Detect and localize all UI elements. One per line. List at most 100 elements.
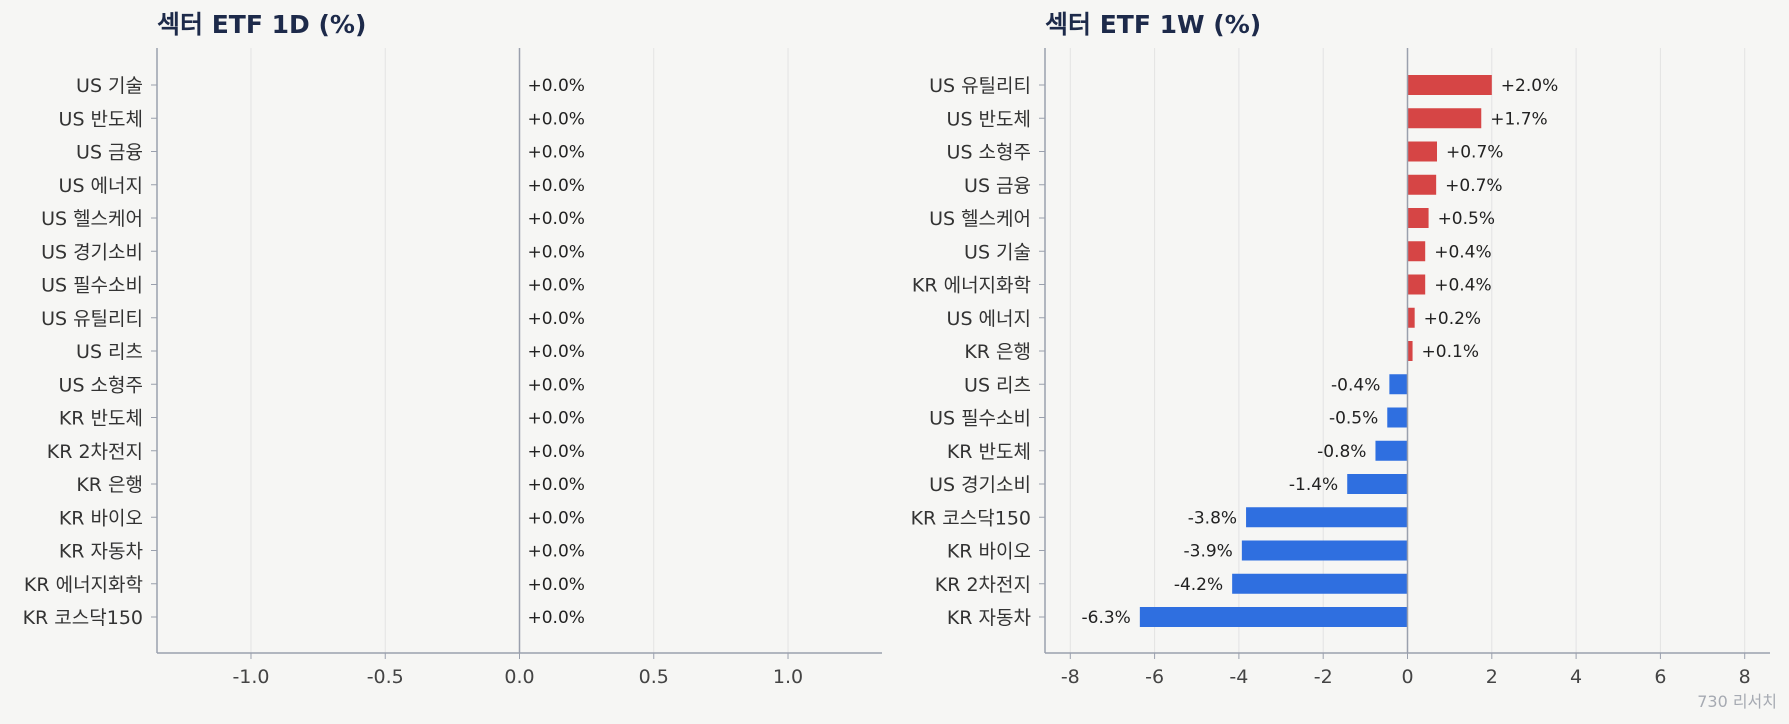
- chart2-bar: [1407, 174, 1437, 195]
- chart2-data-label: +0.7%: [1445, 176, 1502, 196]
- chart2-data-label: +0.2%: [1424, 309, 1481, 329]
- chart2-bar: [1387, 407, 1408, 428]
- chart1-data-label: +0.0%: [528, 209, 585, 229]
- chart2-bar: [1389, 374, 1408, 395]
- chart2-bar: [1241, 540, 1408, 561]
- chart2-data-label: +0.4%: [1434, 276, 1491, 296]
- chart1-category-label: US 소형주: [59, 374, 143, 396]
- chart1-data-label: +0.0%: [528, 475, 585, 495]
- chart2-x-tick-label: 2: [1486, 666, 1498, 688]
- chart1-data-label: +0.0%: [528, 375, 585, 395]
- chart1-category-label: US 필수소비: [41, 275, 143, 297]
- chart2-bar: [1139, 607, 1408, 627]
- chart1-data-label: +0.0%: [528, 508, 585, 528]
- chart2-data-label: -0.8%: [1317, 442, 1366, 462]
- chart2-bar: [1407, 108, 1482, 129]
- chart1-category-label: KR 은행: [76, 474, 143, 496]
- chart1-category-label: US 금융: [76, 142, 143, 164]
- chart2-category-label: US 경기소비: [929, 474, 1031, 496]
- chart2-bar: [1232, 573, 1408, 594]
- chart2-data-label: +0.1%: [1422, 342, 1479, 362]
- chart1-data-label: +0.0%: [528, 409, 585, 429]
- chart2-bar: [1407, 341, 1413, 361]
- chart1-category-label: US 기술: [76, 75, 143, 97]
- chart2-category-label: KR 2차전지: [935, 574, 1031, 596]
- chart1-title: 섹터 ETF 1D (%): [157, 10, 366, 39]
- chart2-data-label: -4.2%: [1174, 575, 1223, 595]
- chart1-x-tick-label: 0.0: [504, 666, 534, 688]
- chart1-data-label: +0.0%: [528, 608, 585, 628]
- chart2-title: 섹터 ETF 1W (%): [1045, 10, 1261, 39]
- chart1-category-label: US 에너지: [59, 175, 143, 197]
- chart1-category-label: KR 코스닥150: [23, 607, 143, 629]
- chart1-x-tick-label: 0.5: [639, 666, 669, 688]
- chart2-bar: [1246, 507, 1408, 528]
- chart1-data-label: +0.0%: [528, 176, 585, 196]
- chart2-category-label: US 반도체: [947, 108, 1031, 130]
- chart2-data-label: -3.9%: [1184, 542, 1233, 562]
- chart1-category-label: US 리츠: [76, 341, 143, 363]
- chart2-x-tick-label: -4: [1229, 666, 1248, 688]
- chart1-data-label: +0.0%: [528, 575, 585, 595]
- chart2-bar: [1375, 440, 1408, 461]
- chart2-category-label: US 유틸리티: [929, 75, 1031, 97]
- chart2-bar: [1347, 474, 1408, 494]
- chart2-category-label: US 기술: [964, 241, 1031, 263]
- chart2-category-label: US 에너지: [947, 308, 1031, 330]
- chart2-data-label: +2.0%: [1501, 76, 1558, 96]
- chart2-bar: [1407, 75, 1492, 95]
- chart2-data-label: -3.8%: [1188, 508, 1237, 528]
- chart2-bar: [1407, 307, 1415, 328]
- chart1-data-label: +0.0%: [528, 342, 585, 362]
- chart2-category-label: US 소형주: [947, 142, 1031, 164]
- chart2-data-label: -0.5%: [1329, 409, 1378, 429]
- chart2-data-label: -6.3%: [1082, 608, 1131, 628]
- chart1-x-tick-label: -0.5: [367, 666, 404, 688]
- chart2-x-tick-label: 4: [1570, 666, 1582, 688]
- chart2-bar: [1407, 208, 1429, 228]
- chart1-data-label: +0.0%: [528, 276, 585, 296]
- chart1-category-label: US 경기소비: [41, 241, 143, 263]
- chart1-x-tick-label: 1.0: [773, 666, 803, 688]
- chart1-category-label: US 유틸리티: [41, 308, 143, 330]
- chart2-category-label: US 리츠: [964, 374, 1031, 396]
- chart2-category-label: US 헬스케어: [929, 208, 1031, 230]
- chart2-x-tick-label: 8: [1739, 666, 1751, 688]
- chart1-category-label: KR 2차전지: [47, 441, 143, 463]
- chart2-bar: [1407, 241, 1426, 262]
- chart1-data-label: +0.0%: [528, 76, 585, 96]
- chart2-category-label: KR 은행: [964, 341, 1031, 363]
- chart2-category-label: KR 코스닥150: [911, 507, 1031, 529]
- chart2-data-label: +0.7%: [1446, 143, 1503, 163]
- chart1-category-label: KR 바이오: [59, 507, 143, 529]
- chart2-x-tick-label: -6: [1145, 666, 1164, 688]
- watermark: 730 리서치: [1697, 692, 1777, 711]
- chart2-x-tick-label: -2: [1314, 666, 1333, 688]
- chart2-bar: [1407, 141, 1438, 162]
- chart2-category-label: US 금융: [964, 175, 1031, 197]
- chart2-x-tick-label: 6: [1654, 666, 1666, 688]
- chart2-data-label: -0.4%: [1331, 375, 1380, 395]
- chart2-category-label: US 필수소비: [929, 408, 1031, 430]
- chart1-category-label: KR 반도체: [59, 408, 143, 430]
- chart2-data-label: +0.4%: [1434, 242, 1491, 262]
- chart1-category-label: KR 에너지화학: [24, 574, 143, 596]
- chart2-data-label: +0.5%: [1438, 209, 1495, 229]
- chart2-category-label: KR 자동차: [947, 607, 1031, 629]
- chart1-data-label: +0.0%: [528, 242, 585, 262]
- chart2-data-label: +1.7%: [1490, 109, 1547, 129]
- chart1-data-label: +0.0%: [528, 542, 585, 562]
- chart2-category-label: KR 바이오: [947, 541, 1031, 563]
- chart2-data-label: -1.4%: [1289, 475, 1338, 495]
- chart1-data-label: +0.0%: [528, 309, 585, 329]
- chart1-data-label: +0.0%: [528, 442, 585, 462]
- chart1-category-label: KR 자동차: [59, 541, 143, 563]
- chart1-category-label: US 헬스케어: [41, 208, 143, 230]
- chart1-data-label: +0.0%: [528, 143, 585, 163]
- chart1-data-label: +0.0%: [528, 109, 585, 129]
- chart2-x-tick-label: -8: [1061, 666, 1080, 688]
- chart2-bar: [1407, 274, 1426, 295]
- chart1-x-tick-label: -1.0: [232, 666, 269, 688]
